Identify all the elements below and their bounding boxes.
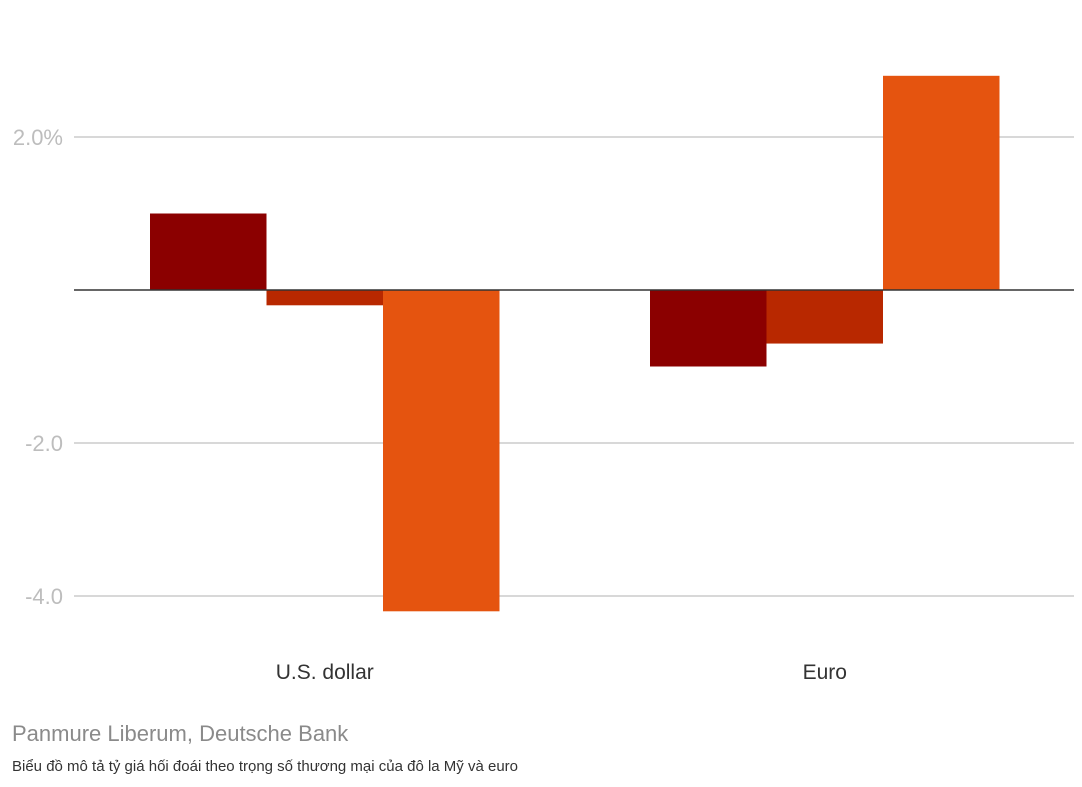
bar-0-0 (150, 213, 267, 290)
category-label-0: U.S. dollar (276, 661, 374, 684)
category-label-1: Euro (803, 661, 847, 684)
bar-1-2 (883, 75, 1000, 290)
bar-1-0 (650, 290, 767, 367)
y-tick-label-1: -2.0 (25, 431, 63, 456)
bar-0-2 (383, 290, 500, 612)
chart-source: Panmure Liberum, Deutsche Bank (12, 721, 349, 746)
y-tick-label-0: 2.0% (13, 125, 63, 150)
bar-chart: 2.0% -2.0 -4.0 U.S. dollar Euro (13, 75, 1074, 684)
chart-caption: Biểu đồ mô tả tỷ giá hối đoái theo trọng… (12, 758, 519, 775)
bars (150, 75, 1000, 612)
axis-labels: 2.0% -2.0 -4.0 U.S. dollar Euro (13, 125, 847, 684)
y-tick-label-2: -4.0 (25, 584, 63, 609)
bar-1-1 (766, 290, 883, 344)
bar-0-1 (266, 290, 383, 306)
